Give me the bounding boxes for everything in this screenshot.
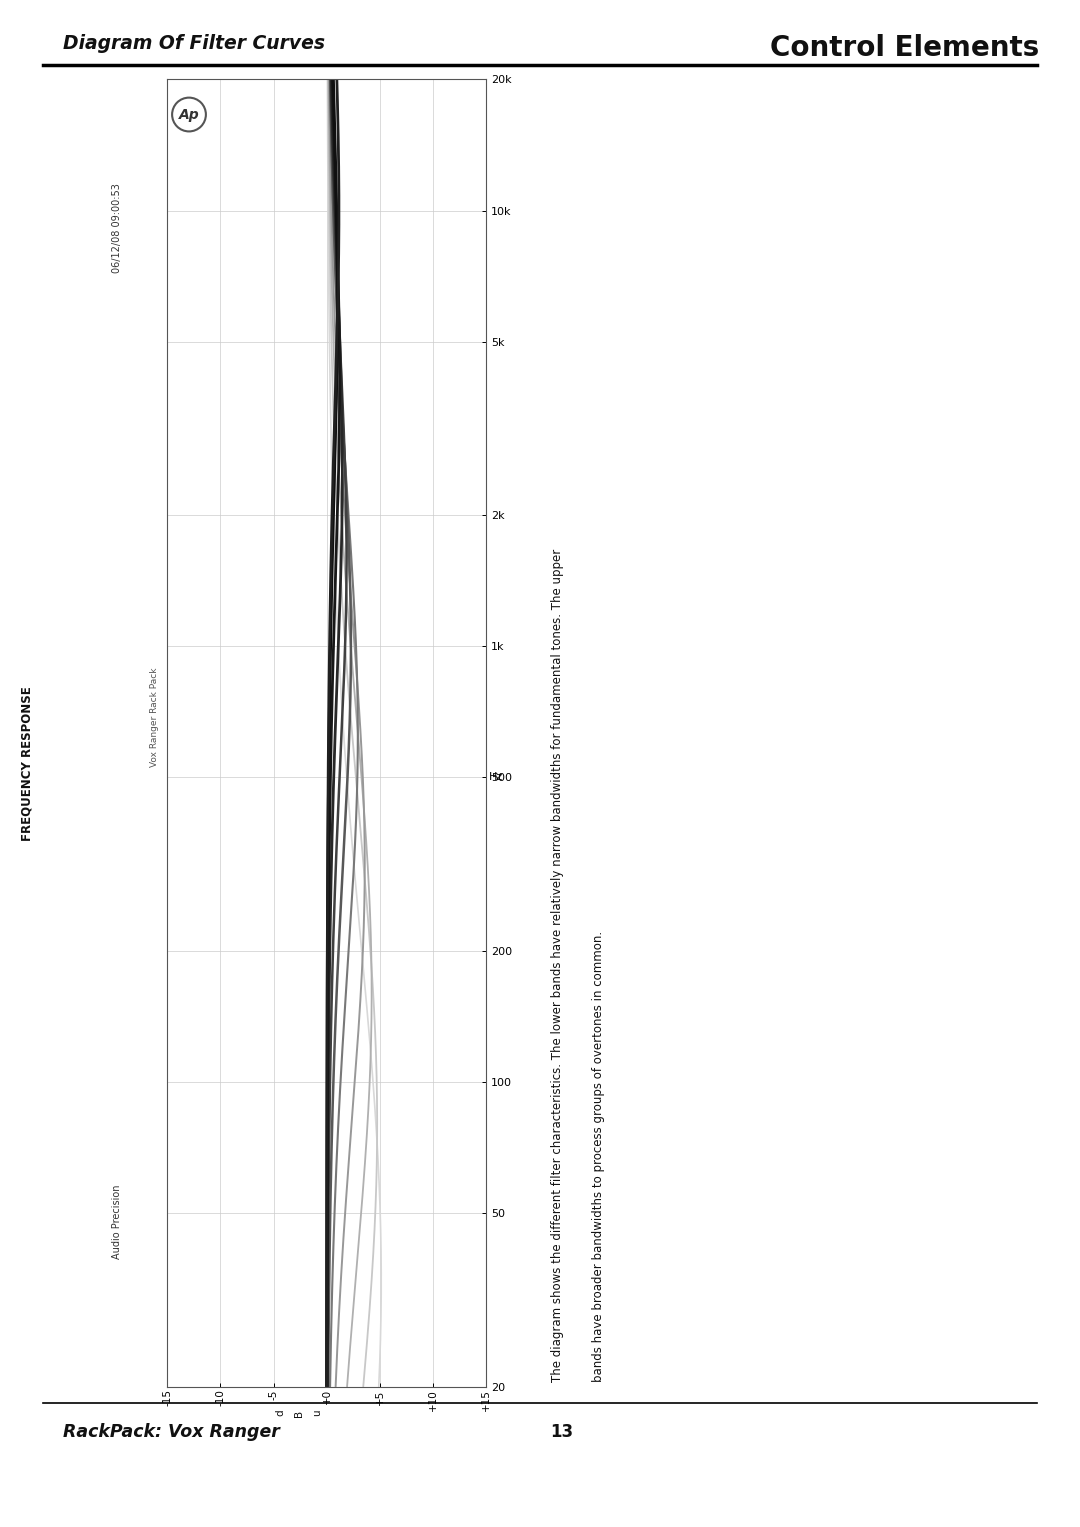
Text: bands have broader bandwidths to process groups of overtones in common.: bands have broader bandwidths to process…	[592, 931, 605, 1382]
Text: Ap: Ap	[178, 107, 200, 122]
Text: B: B	[294, 1409, 305, 1417]
Text: FREQUENCY RESPONSE: FREQUENCY RESPONSE	[21, 686, 33, 841]
Text: RackPack: Vox Ranger: RackPack: Vox Ranger	[63, 1423, 280, 1441]
Text: Control Elements: Control Elements	[770, 34, 1039, 61]
Text: Hz: Hz	[489, 773, 503, 782]
Text: Audio Precision: Audio Precision	[111, 1185, 122, 1258]
Text: 13: 13	[550, 1423, 573, 1441]
Text: Vox Ranger Rack Pack: Vox Ranger Rack Pack	[150, 667, 159, 768]
Text: 06/12/08 09:00:53: 06/12/08 09:00:53	[111, 183, 122, 273]
Text: The diagram shows the different filter characteristics. The lower bands have rel: The diagram shows the different filter c…	[551, 548, 564, 1382]
Text: u: u	[312, 1409, 323, 1416]
Text: d: d	[275, 1409, 286, 1416]
Text: spl: spl	[944, 1429, 984, 1452]
Text: Diagram Of Filter Curves: Diagram Of Filter Curves	[63, 34, 325, 52]
